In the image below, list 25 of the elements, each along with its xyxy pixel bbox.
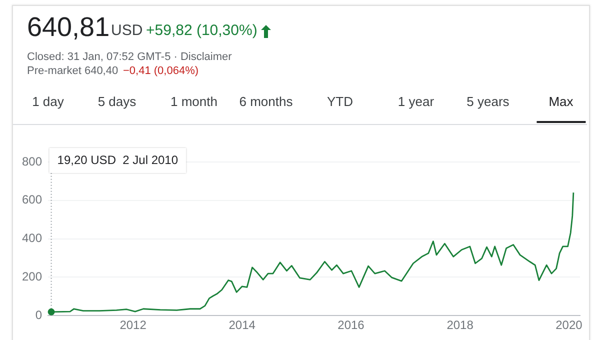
x-tick-label: 2014 [228, 318, 256, 332]
text: 6 months [239, 94, 293, 109]
x-tick-label: 2018 [446, 318, 474, 332]
text: −0,41 (0,064%) [123, 65, 199, 77]
x-tick-label: 2020 [556, 318, 583, 332]
y-tick-label: 200 [22, 270, 42, 284]
text: 5 days [98, 94, 136, 109]
text: Max [536, 94, 586, 123]
text: +59,82 (10,30%) [146, 22, 258, 39]
text: USD [111, 22, 143, 39]
text: 5 years [466, 94, 510, 109]
text: 1 month [170, 94, 218, 109]
text: Closed: 31 Jan, 07:52 GMT-5 · Disclaimer [27, 51, 232, 63]
y-tick-label: 600 [22, 192, 42, 207]
text: 1 day [32, 94, 64, 109]
text: Pre-market 640,40 [27, 65, 118, 77]
x-tick-label: 2012 [120, 318, 147, 332]
annotation: 19,20 USD 2 Jul 2010 [57, 152, 178, 167]
text: 640,81 [27, 12, 110, 43]
text: YTD [327, 94, 353, 109]
y-tick-label: 0 [35, 308, 42, 322]
x-tick-label: 2016 [338, 318, 365, 332]
y-tick-label: 400 [22, 231, 42, 246]
text: 1 year [398, 94, 434, 109]
y-tick-label: 800 [22, 154, 42, 168]
